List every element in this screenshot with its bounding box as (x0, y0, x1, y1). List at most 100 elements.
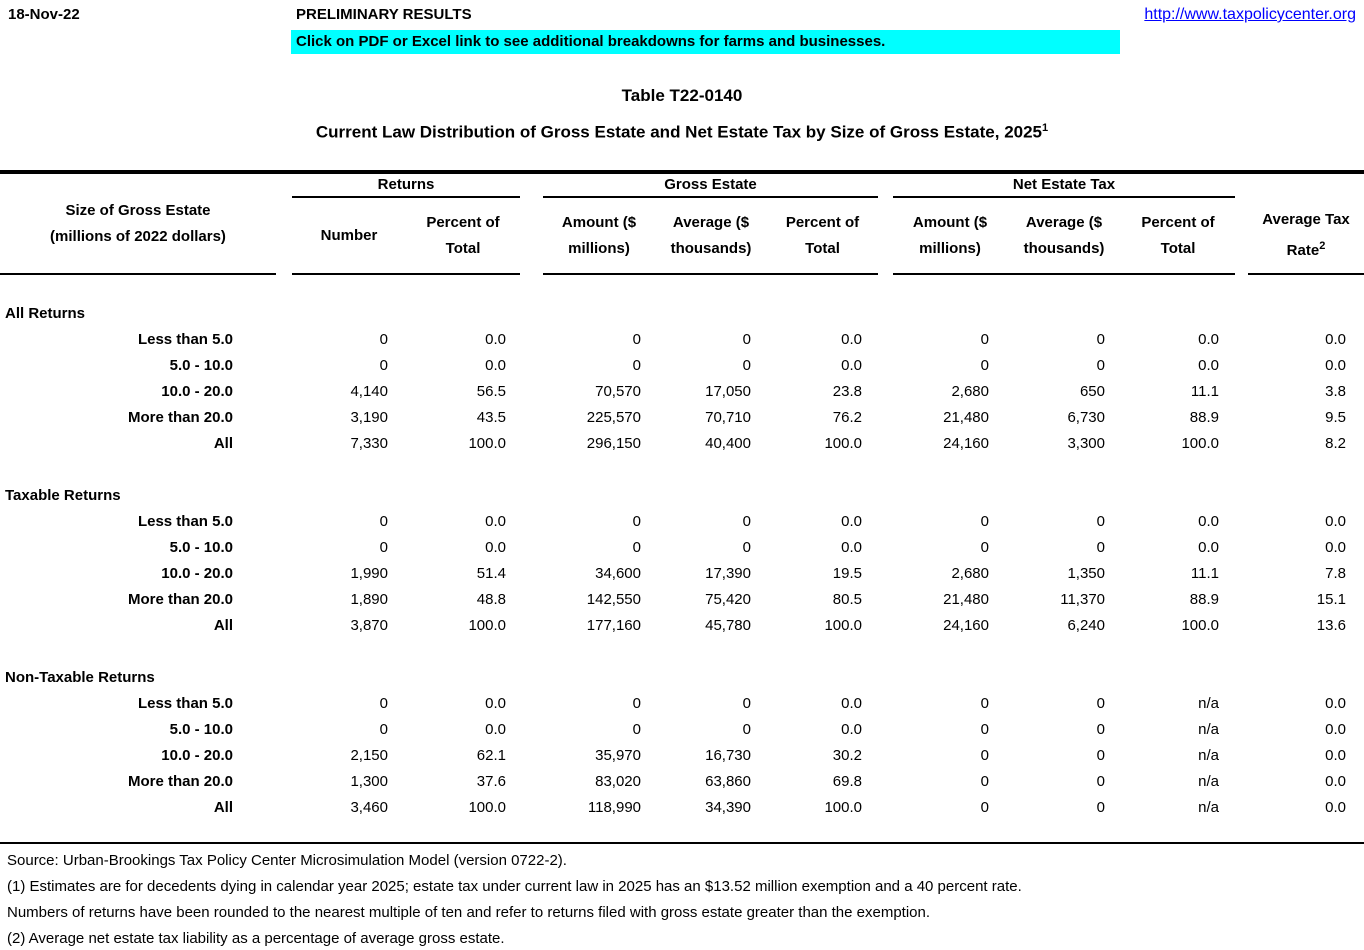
table-row: More than 20.0 1,890 48.8 142,550 75,420 80.5… (0, 587, 1364, 613)
cell-value: 70,710 (705, 409, 751, 426)
footnote-marker-2: 2 (1319, 240, 1326, 252)
cell-value: 0 (980, 357, 989, 374)
spacer-row (0, 275, 1364, 301)
col-header-ge-average: Average ($ thousands) (655, 198, 767, 275)
percent-line2: Total (805, 239, 840, 257)
table-row: All 7,330 100.0 296,150 40,400 100.0 24,160 3,3… (0, 431, 1364, 457)
cell-value: 88.9 (1189, 409, 1219, 426)
table-top-rule (0, 170, 1364, 174)
cell-value: 100.0 (1181, 435, 1219, 452)
cell-value: 0.0 (1325, 513, 1346, 530)
cell-value: 0 (379, 695, 388, 712)
cell-value: 0 (1096, 357, 1105, 374)
table-row: 10.0 - 20.0 1,990 51.4 34,600 17,390 19.5 2,68… (0, 561, 1364, 587)
cell-value: 100.0 (468, 435, 506, 452)
table-row: All 3,460 100.0 118,990 34,390 100.0 0 0 n/a 0.0 (0, 795, 1364, 821)
cell-value: 0 (1096, 799, 1105, 816)
cell-value: 2,680 (951, 565, 989, 582)
cell-value: 1,890 (350, 591, 388, 608)
cell-value: 8.2 (1325, 435, 1346, 452)
row-label: All (213, 435, 233, 452)
cell-value: 0 (1096, 539, 1105, 556)
cell-value: 0.0 (1325, 747, 1346, 764)
cell-value: 100.0 (1181, 617, 1219, 634)
cell-value: 16,730 (705, 747, 751, 764)
cell-value: 24,160 (943, 435, 989, 452)
amount-line1: Amount ($ (912, 213, 988, 231)
cell-value: 11.1 (1190, 383, 1219, 400)
cell-value: 69.8 (832, 773, 862, 790)
cell-value: 1,990 (350, 565, 388, 582)
row-label: 5.0 - 10.0 (169, 539, 233, 556)
amount-line2: millions) (919, 239, 981, 257)
cell-value: 45,780 (705, 617, 751, 634)
cell-value: 0 (379, 331, 388, 348)
cell-value: 0.0 (1325, 695, 1346, 712)
cell-value: n/a (1198, 721, 1219, 738)
col-header-net-average: Average ($ thousands) (1007, 198, 1121, 275)
section-label: Taxable Returns (5, 487, 121, 504)
cell-value: 0.0 (841, 721, 862, 738)
cell-value: 75,420 (705, 591, 751, 608)
group-header-net-estate-tax: Net Estate Tax (893, 174, 1235, 198)
cell-value: 0 (632, 695, 641, 712)
table-row: Less than 5.0 0 0.0 0 0 0.0 0 0 n/a 0.0 (0, 691, 1364, 717)
cell-value: 34,390 (705, 799, 751, 816)
cell-value: 7.8 (1325, 565, 1346, 582)
cell-value: 0.0 (485, 513, 506, 530)
cell-value: 88.9 (1189, 591, 1219, 608)
cell-value: 17,050 (705, 383, 751, 400)
rate-line1: Average Tax (1262, 211, 1350, 228)
footnote-1: (1) Estimates are for decedents dying in… (7, 878, 1022, 895)
subtitle-text: Current Law Distribution of Gross Estate… (315, 122, 1043, 142)
cell-value: 3.8 (1325, 383, 1346, 400)
cell-value: 19.5 (832, 565, 862, 582)
cell-value: 3,460 (350, 799, 388, 816)
cell-value: 0 (980, 539, 989, 556)
cell-value: 11.1 (1190, 565, 1219, 582)
cell-value: 0.0 (1198, 539, 1219, 556)
cell-value: 0 (1096, 773, 1105, 790)
cell-value: 0 (379, 513, 388, 530)
cell-value: 6,240 (1067, 617, 1105, 634)
col-header-average-tax-rate: Average Tax Rate2 (1248, 198, 1364, 275)
cell-value: 0.0 (1325, 357, 1346, 374)
table-bottom-rule (0, 842, 1364, 844)
cell-value: 100.0 (824, 799, 862, 816)
row-label: 10.0 - 20.0 (161, 565, 233, 582)
cell-value: 56.5 (476, 383, 506, 400)
cell-value: 63,860 (705, 773, 751, 790)
percent-line1: Percent of (1141, 213, 1215, 231)
cell-value: 0.0 (1198, 331, 1219, 348)
cell-value: 0 (379, 539, 388, 556)
stub-header-line2: (millions of 2022 dollars) (50, 227, 226, 245)
cell-value: 0 (379, 357, 388, 374)
section-header-row: Taxable Returns (0, 483, 1364, 509)
source-note: Source: Urban-Brookings Tax Policy Cente… (7, 852, 567, 869)
cell-value: 0 (742, 695, 751, 712)
col-header-net-percent: Percent of Total (1121, 198, 1235, 275)
cell-value: 21,480 (943, 409, 989, 426)
average-line2: thousands) (1023, 239, 1105, 257)
cell-value: 0 (632, 539, 641, 556)
cell-value: 3,300 (1067, 435, 1105, 452)
cell-value: 0.0 (485, 357, 506, 374)
cell-value: 0 (1096, 513, 1105, 530)
cell-value: 0 (980, 513, 989, 530)
col-header-percent-returns: Percent of Total (406, 198, 520, 275)
cell-value: 0 (742, 513, 751, 530)
row-label: 10.0 - 20.0 (161, 383, 233, 400)
cell-value: 0.0 (841, 357, 862, 374)
average-line2: thousands) (670, 239, 752, 257)
spacer-row (0, 457, 1364, 483)
row-label: 10.0 - 20.0 (161, 747, 233, 764)
cell-value: 296,150 (586, 435, 641, 452)
cell-value: 7,330 (350, 435, 388, 452)
preliminary-results-label: PRELIMINARY RESULTS (296, 6, 472, 23)
section-label: Non-Taxable Returns (5, 669, 155, 686)
cell-value: 3,190 (350, 409, 388, 426)
cell-value: 9.5 (1325, 409, 1346, 426)
cell-value: 225,570 (586, 409, 641, 426)
cell-value: 40,400 (705, 435, 751, 452)
taxpolicycenter-url-link[interactable]: http://www.taxpolicycenter.org (1144, 6, 1356, 23)
